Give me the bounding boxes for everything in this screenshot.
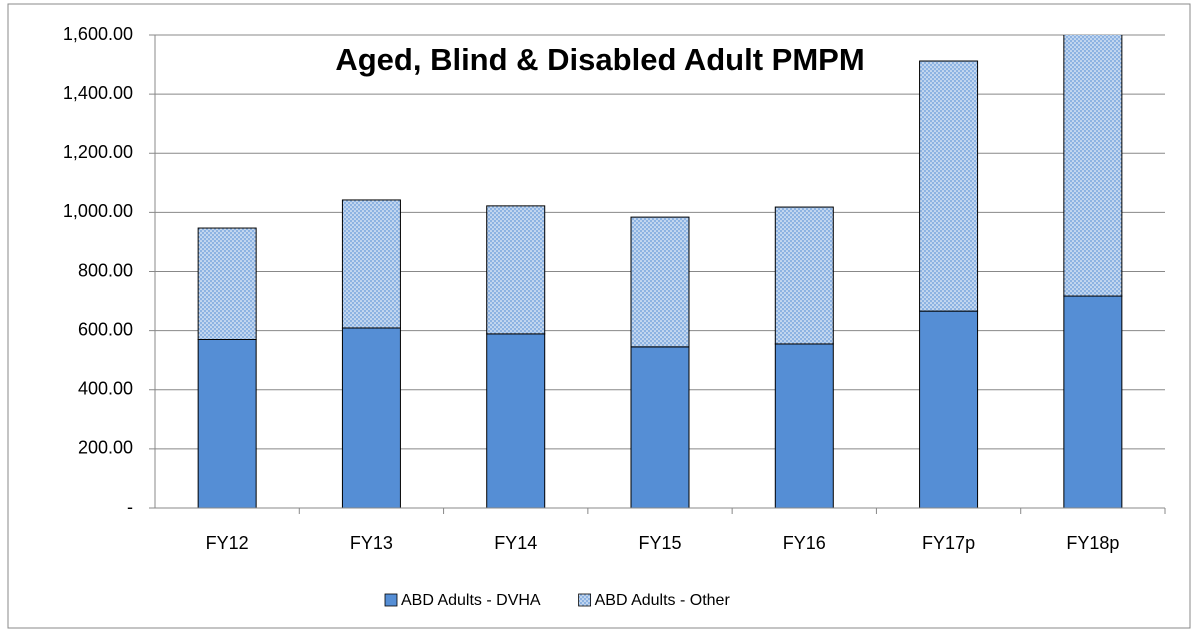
y-tick-label: 1,000.00 [63, 201, 133, 221]
bar-segment [630, 346, 690, 508]
bar-segment [197, 227, 257, 340]
legend-label: ABD Adults - DVHA [401, 592, 541, 609]
y-tick-label: 1,400.00 [63, 83, 133, 103]
bar-segment [486, 333, 546, 508]
x-tick-label: FY13 [350, 533, 393, 553]
y-tick-label: 800.00 [78, 260, 133, 280]
x-tick-label: FY14 [494, 533, 537, 553]
x-tick-label: FY18p [1066, 533, 1119, 553]
bar-segment [486, 205, 546, 335]
legend-swatch [384, 593, 398, 607]
legend-label: ABD Adults - Other [595, 592, 731, 609]
y-tick-label: 400.00 [78, 379, 133, 399]
bar-segment [341, 199, 401, 329]
x-tick-label: FY16 [783, 533, 826, 553]
x-tick-label: FY12 [206, 533, 249, 553]
bar-segment [197, 338, 257, 508]
bar-segment [774, 343, 834, 508]
y-tick-label: - [127, 497, 133, 517]
bar-segment [919, 60, 979, 312]
legend-swatch [578, 593, 592, 607]
bars [197, 35, 1123, 508]
bar-segment [630, 216, 690, 348]
x-tick-label: FY17p [922, 533, 975, 553]
bar-segment [774, 206, 834, 345]
y-tick-label: 1,600.00 [63, 24, 133, 44]
chart-frame [7, 3, 1191, 629]
y-tick-label: 200.00 [78, 438, 133, 458]
bar-segment [1063, 295, 1123, 508]
axes: - 200.00 400.00 600.00 800.00 1,000.00 1,200.0… [63, 24, 1166, 553]
chart-title: Aged, Blind & Disabled Adult PMPM [335, 42, 864, 77]
bar-segment [1063, 35, 1123, 297]
y-tick-label: 1,200.00 [63, 142, 133, 162]
bar-segment [919, 310, 979, 508]
x-tick-label: FY15 [638, 533, 681, 553]
y-tick-label: 600.00 [78, 319, 133, 339]
bar-segment [341, 327, 401, 508]
